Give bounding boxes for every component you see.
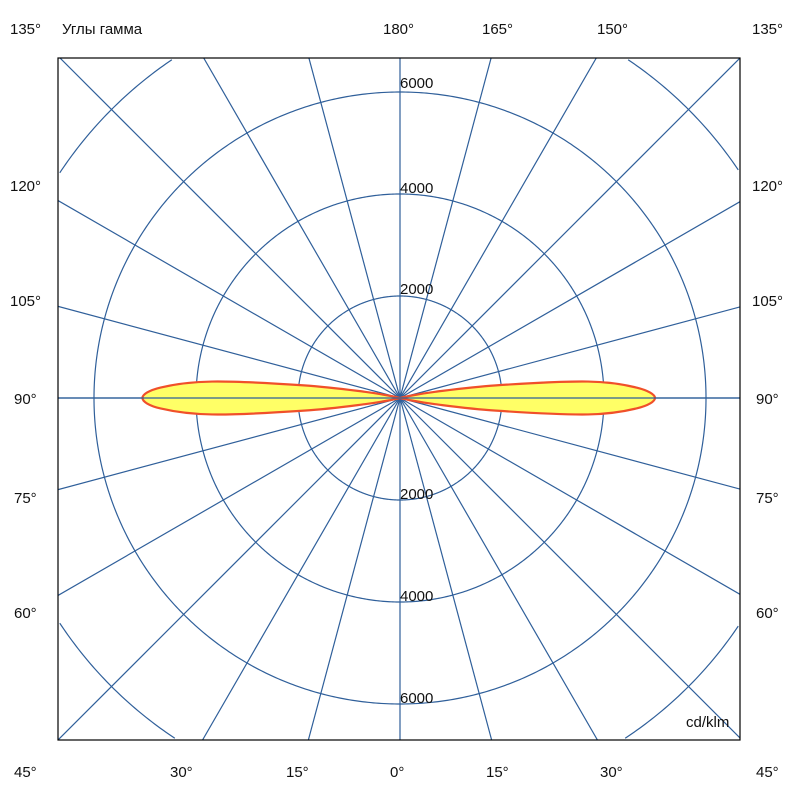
grid-ray-60 <box>399 397 740 595</box>
grid-ray-315 <box>58 397 401 740</box>
grid-ray-30 <box>399 397 598 740</box>
right-label-60: 60° <box>756 605 779 622</box>
radial-label-upper-4000: 4000 <box>400 180 433 197</box>
grid-ray-225 <box>59 58 401 399</box>
left-label-90: 90° <box>14 391 37 408</box>
radial-label-lower-4000: 4000 <box>400 588 433 605</box>
right-label-45: 45° <box>756 764 779 781</box>
radial-label-lower-2000: 2000 <box>400 486 433 503</box>
radial-label-lower-6000: 6000 <box>400 690 433 707</box>
grid-ray-75 <box>399 397 740 490</box>
grid-ray-255 <box>58 305 401 399</box>
grid-ray-345 <box>307 397 401 740</box>
left-label-60: 60° <box>14 605 37 622</box>
right-label-120: 120° <box>752 178 783 195</box>
grid-ray-195 <box>308 58 401 399</box>
grid-ray-210 <box>203 58 401 399</box>
grid-ray-165 <box>399 58 492 399</box>
radial-label-upper-2000: 2000 <box>400 281 433 298</box>
unit-label: cd/klm <box>686 714 729 731</box>
bottom-label-0: 0° <box>390 764 404 781</box>
grid-ray-105 <box>399 306 740 399</box>
grid-ray-300 <box>58 397 401 596</box>
left-label-45: 45° <box>14 764 37 781</box>
plot-frame <box>57 57 741 741</box>
left-label-135: 135° <box>10 21 41 38</box>
right-label-75: 75° <box>756 490 779 507</box>
grid-ray-240 <box>58 200 401 399</box>
bottom-label-15-right: 15° <box>486 764 509 781</box>
grid-ray-150 <box>399 58 597 399</box>
bottom-label-15-left: 15° <box>286 764 309 781</box>
left-label-75: 75° <box>14 490 37 507</box>
grid-ray-285 <box>58 397 401 491</box>
right-label-135: 135° <box>752 21 783 38</box>
bottom-label-30-right: 30° <box>600 764 623 781</box>
radial-label-upper-6000: 6000 <box>400 75 433 92</box>
right-label-105: 105° <box>752 293 783 310</box>
grid-ray-135 <box>399 58 740 399</box>
top-label-150: 150° <box>597 21 628 38</box>
grid-ray-330 <box>202 397 401 740</box>
grid-ray-120 <box>399 201 740 399</box>
left-label-120: 120° <box>10 178 41 195</box>
grid-ray-45 <box>399 397 740 739</box>
bottom-label-30-left: 30° <box>170 764 193 781</box>
top-label-180: 180° <box>383 21 414 38</box>
top-label-165: 165° <box>482 21 513 38</box>
left-label-105: 105° <box>10 293 41 310</box>
chart-title: Углы гамма <box>62 21 143 38</box>
right-label-90: 90° <box>756 391 779 408</box>
grid-ray-15 <box>399 397 493 740</box>
